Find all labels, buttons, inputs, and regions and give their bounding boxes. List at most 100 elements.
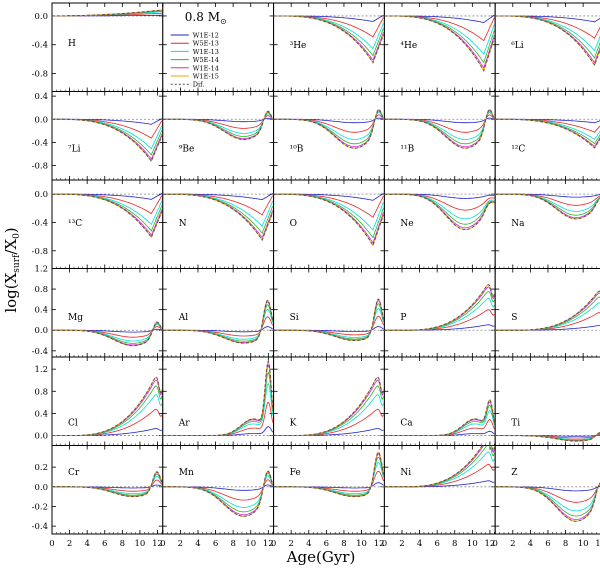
series-group [384,14,495,73]
y-ticks [162,15,274,74]
x-tick-label: 6 [102,539,107,549]
series-line-dif [52,376,163,436]
y-tick-label: 0.0 [34,483,48,493]
x-tick-label: 8 [452,539,457,549]
legend-entry: W1E-14 [193,64,219,72]
panel-label: Mg [68,313,83,323]
panel-label: ¹¹B [400,144,414,154]
panel: 0.4 0.0 -0.4 -0.8 ⁷Li [32,91,164,181]
panel: N [162,179,275,269]
panel: ⁹Be [162,91,275,181]
series-group [162,359,274,436]
panel: O [273,179,385,269]
panel: Ne [383,179,496,269]
x-ticks [273,91,384,180]
y-tick-label: 0.4 [34,306,48,316]
panel-frame [494,268,600,358]
panel-frame [51,2,164,92]
panel: Si [273,268,385,358]
series-line-dif [52,471,163,498]
y-tick-label: -0.4 [32,218,48,228]
panel-label: Ne [400,219,413,229]
series-line-dif [52,9,162,17]
panel: Ar [162,356,275,446]
x-tick-label: 0 [160,539,165,549]
y-tick-label: 0.8 [34,387,48,397]
series-line-dif [384,399,495,436]
panel-frame [162,91,275,181]
y-tick-label: 0.0 [34,115,48,125]
series-group [162,470,274,517]
x-tick-label: 10 [467,539,478,549]
series-group [495,432,600,442]
series-line-dif [273,193,384,247]
series-group [273,14,384,64]
x-ticks [494,3,597,92]
panel: Ca [383,356,496,446]
series-group [495,118,600,149]
x-ticks [51,3,163,92]
legend-entry: W5E-13 [193,40,219,48]
panel-frame [273,356,385,446]
y-tick-label: 0.2 [34,463,48,473]
x-tick-label: 8 [120,539,125,549]
series-line-dif [495,290,600,331]
series-group [495,482,600,522]
y-tick-label: 0.0 [34,190,48,200]
series-group [273,451,384,498]
x-tick-label: 4 [84,539,89,549]
series-group [384,193,495,231]
x-tick-label: 8 [341,539,346,549]
series-line-dif [273,376,384,436]
panel-label: Ar [178,419,190,429]
panel: Al [162,268,275,358]
x-axis-title: Age(Gyr) [286,548,356,566]
x-tick-label: 12 [595,539,600,549]
panel: P [383,268,496,358]
y-tick-label: -0.4 [32,522,48,532]
series-group [52,193,163,239]
x-tick-label: 0 [271,539,276,549]
series-group [273,193,384,247]
y-tick-label: 1.2 [34,265,48,275]
panel-label: Na [511,219,525,229]
x-tick-label: 4 [417,539,422,549]
x-tick-label: 0 [49,539,54,549]
panel-frame [162,2,275,92]
y-tick-label: -0.8 [32,247,48,257]
y-tick-label: 0.8 [34,285,48,295]
legend-entry: W1E-15 [193,73,219,81]
x-ticks [273,357,384,446]
panel: S [494,268,600,358]
x-tick-label: 2 [67,539,72,549]
panel-label: Si [290,313,299,323]
panel-label: Ti [511,419,520,429]
legend-entry: W5E-14 [193,56,219,64]
series-group [384,399,495,436]
x-tick-label: 12 [263,539,274,549]
panel-grid: 0.0 -0.4 -0.8 H 0.8 M⊙ W1E-12W5E-13W1E-13W5E-… [32,2,600,549]
series-group [384,284,495,331]
panel-frame [494,91,600,181]
panel: ¹¹B [383,91,496,181]
x-tick-label: 2 [399,539,404,549]
panel-label: P [400,313,406,323]
series-group [273,376,384,436]
series-group [52,118,163,163]
y-tick-label: 0.4 [34,409,48,419]
legend-panel: 0.8 M⊙ W1E-12W5E-13W1E-13W5E-14W1E-14W1E-… [162,2,275,92]
panel-label: Cl [68,419,78,429]
panel-label: ⁴He [400,41,417,51]
series-group [52,471,163,498]
y-tick-label: -0.8 [32,162,48,172]
y-tick-label: 0.0 [34,12,48,22]
x-ticks [494,445,597,534]
x-ticks [162,445,273,534]
series-line-dif [495,432,600,442]
legend-entry: W1E-13 [193,48,219,56]
panel-label: K [290,419,297,429]
panel-frame [273,91,385,181]
panel-label: Cr [68,468,80,478]
panel-frame [51,91,164,181]
